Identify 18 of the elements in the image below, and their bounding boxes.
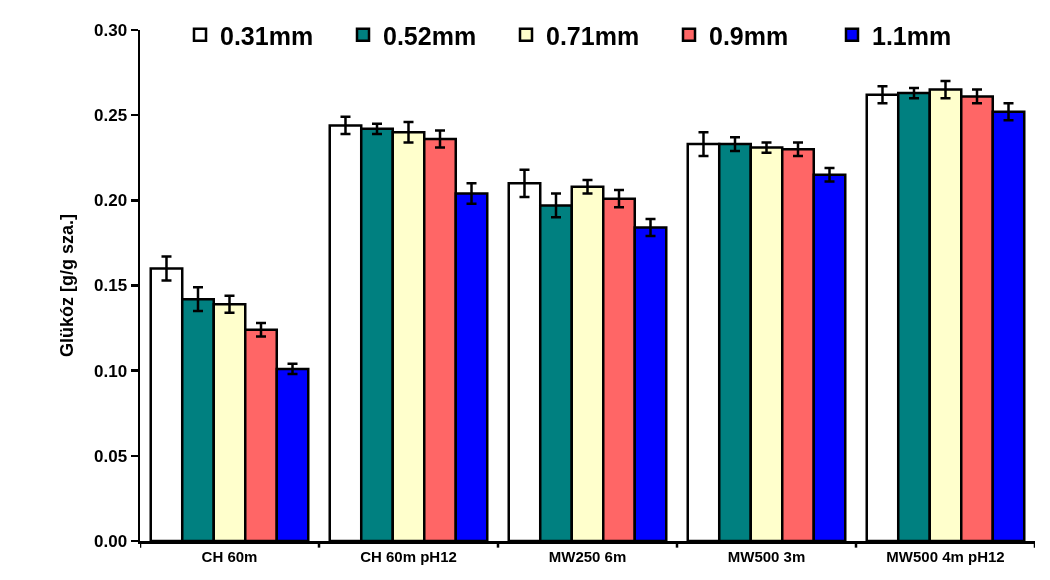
y-tick-label: 0.30	[94, 20, 128, 40]
legend-label: 0.71mm	[546, 21, 640, 50]
y-tick-label: 0.00	[94, 531, 128, 551]
x-tick-label: CH 60m pH12	[360, 547, 457, 565]
legend-label: 1.1mm	[872, 21, 952, 50]
x-tick-label: CH 60m	[201, 547, 258, 565]
y-tick-label: 0.20	[94, 191, 128, 211]
y-tick-label: 0.05	[94, 446, 128, 466]
x-tick-label: MW250 6m	[548, 547, 627, 565]
x-tick-label: MW500 4m pH12	[886, 547, 1005, 565]
y-tick-label: 0.25	[94, 106, 128, 126]
y-tick-label: 0.10	[94, 361, 128, 381]
y-axis-title: Glükóz [g/g sza.]	[56, 213, 77, 358]
legend-label: 0.31mm	[220, 21, 314, 50]
x-tick-label: MW500 3m	[727, 547, 806, 565]
legend-label: 0.52mm	[383, 21, 477, 50]
legend-label: 0.9mm	[709, 21, 789, 50]
y-tick-label: 0.15	[94, 276, 128, 296]
